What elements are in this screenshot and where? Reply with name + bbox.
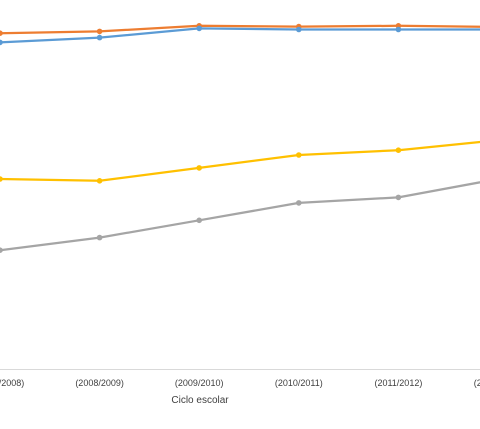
data-point: [0, 39, 3, 46]
series-3: [0, 181, 480, 253]
data-point: [395, 26, 402, 33]
x-tick-labels: (2007/2008) (2008/2009) (2009/2010) (2010/2…: [0, 378, 480, 388]
series-layer: [0, 23, 480, 253]
data-point: [296, 152, 302, 158]
data-point: [395, 147, 402, 153]
series-2: [0, 140, 480, 184]
data-point: [96, 28, 103, 35]
data-point: [395, 194, 402, 201]
series-1: [0, 25, 480, 46]
x-tick-label: (2007/2008): [0, 378, 24, 388]
series-line-2: [0, 140, 480, 182]
data-point: [296, 200, 302, 206]
data-point: [96, 178, 103, 184]
data-point: [0, 30, 3, 36]
data-point: [96, 34, 103, 41]
series-line-0: [0, 24, 480, 35]
data-point: [196, 217, 202, 224]
series-line-1: [0, 27, 480, 44]
x-tick-label: (2010/2011): [275, 378, 323, 388]
x-tick-label: (2009/2010): [175, 378, 224, 388]
series-line-3: [0, 181, 480, 252]
data-point: [296, 26, 302, 33]
x-tick-label: (2012/2013): [474, 378, 480, 388]
x-tick-label: (2008/2009): [75, 378, 124, 388]
data-point: [196, 25, 202, 32]
data-point: [96, 234, 103, 241]
data-point: [0, 247, 3, 253]
data-point: [196, 165, 202, 171]
data-point: [0, 176, 3, 182]
x-axis-title: Ciclo escolar: [171, 395, 229, 406]
x-tick-label: (2011/2012): [374, 378, 422, 388]
